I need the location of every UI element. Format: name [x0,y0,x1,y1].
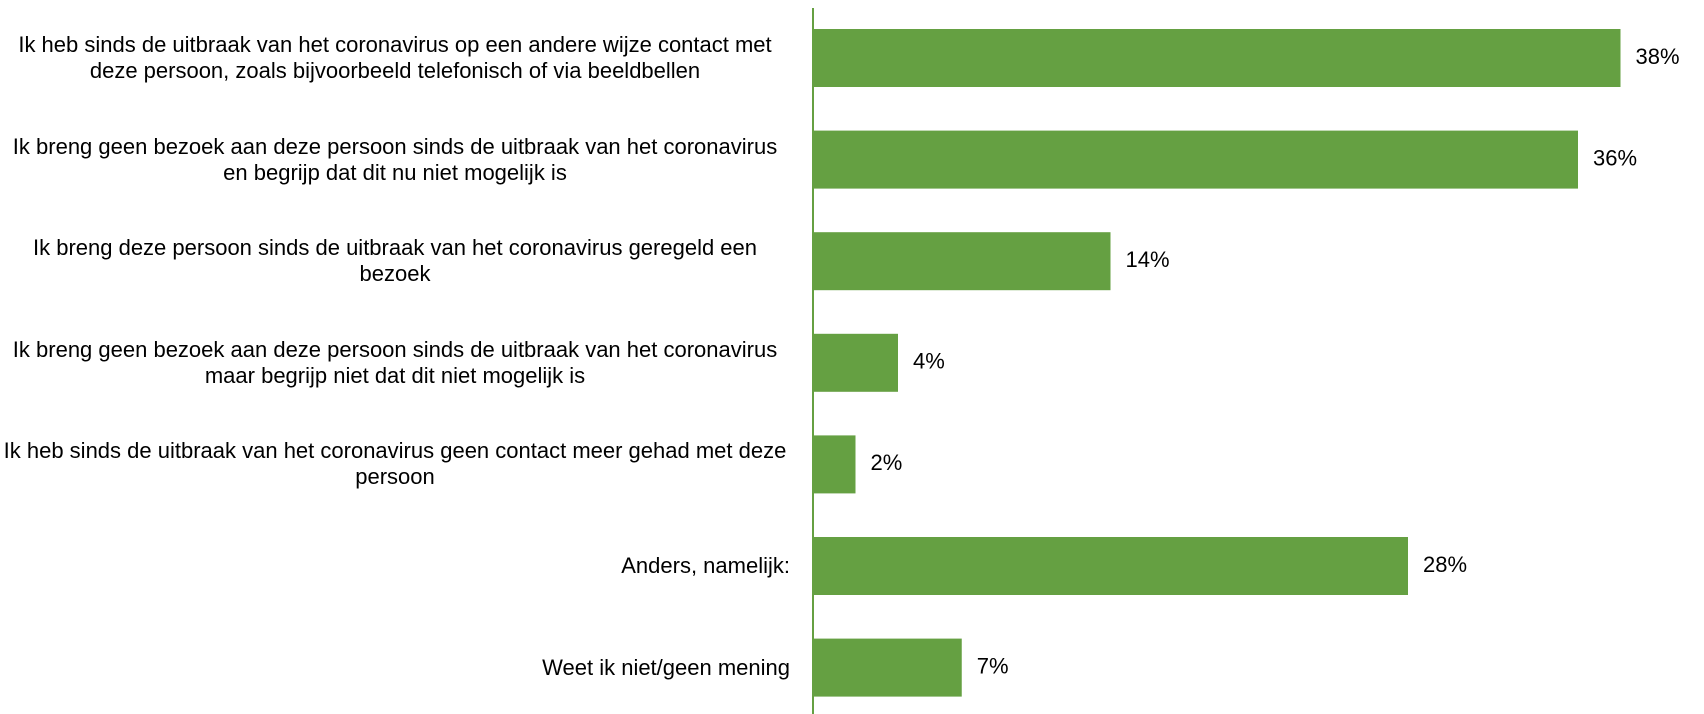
value-label: 38% [1636,44,1680,69]
category-label: Weet ik niet/geen mening [0,618,790,714]
category-label: Ik breng geen bezoek aan deze persoon si… [0,110,790,210]
bar [813,435,856,494]
value-label: 2% [871,450,903,475]
bar [813,29,1621,87]
bar [813,638,962,697]
category-label: Ik heb sinds de uitbraak van het coronav… [0,414,790,514]
category-text: Weet ik niet/geen mening [542,654,790,680]
category-label: Anders, namelijk: [0,516,790,616]
bar [813,333,898,392]
bar [813,130,1578,189]
category-text: Ik breng deze persoon sinds de uitbraak … [32,235,758,287]
category-label: Ik heb sinds de uitbraak van het coronav… [0,8,790,108]
category-text: Ik heb sinds de uitbraak van het coronav… [18,32,772,83]
value-label: 4% [913,349,945,374]
category-label: Ik breng deze persoon sinds de uitbraak … [0,211,790,311]
value-label: 14% [1126,247,1170,272]
bar [813,537,1408,595]
category-text: Anders, namelijk: [621,553,790,578]
value-label: 28% [1423,552,1467,577]
category-text: Ik heb sinds de uitbraak van het coronav… [3,438,787,490]
bar [813,232,1111,291]
value-label: 7% [977,653,1009,678]
category-text: Ik breng geen bezoek aan deze persoon si… [12,336,778,388]
category-text: Ik breng geen bezoek aan deze persoon si… [12,133,778,185]
category-label: Ik breng geen bezoek aan deze persoon si… [0,313,790,413]
value-label: 36% [1593,145,1637,170]
